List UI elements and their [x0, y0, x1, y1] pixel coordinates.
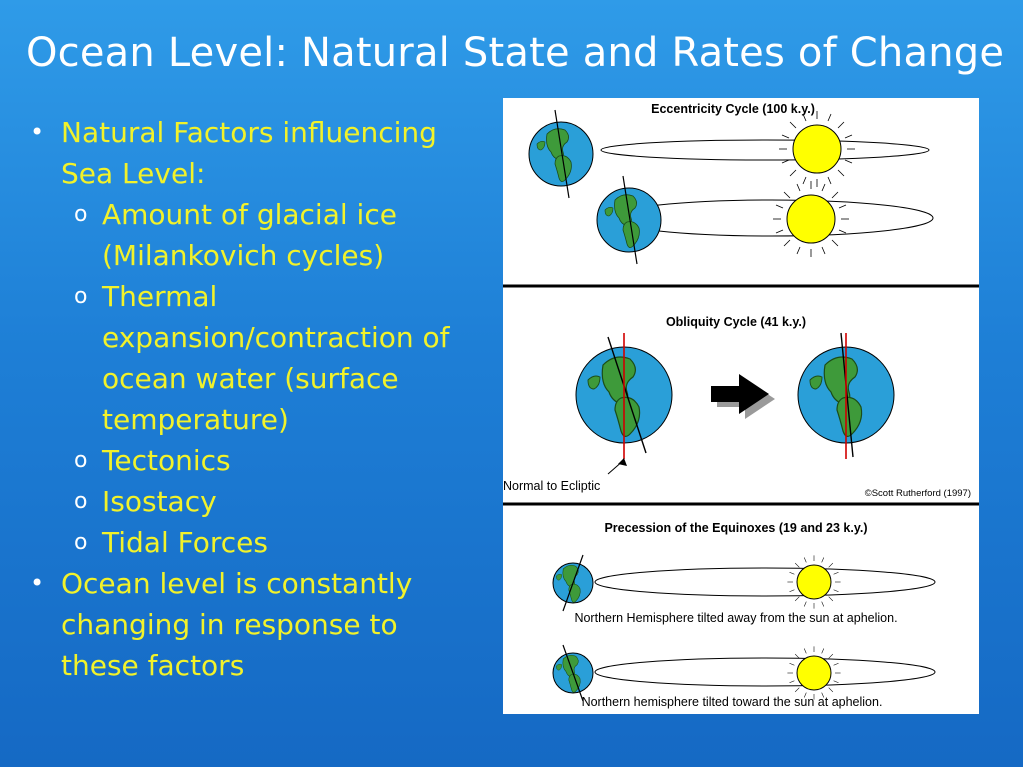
sub-bullet-item: o Thermal expansion/contraction of ocean…	[30, 276, 480, 440]
orbit-ellipse	[600, 139, 930, 161]
slide-title: Ocean Level: Natural State and Rates of …	[26, 30, 1005, 76]
sub-bullet-text: Tidal Forces	[102, 526, 268, 559]
arrow-right-icon	[711, 374, 775, 419]
sub-bullet-item: o Tectonics	[30, 440, 480, 481]
bullet-item: • Natural Factors influencing Sea Level:	[30, 112, 480, 194]
sub-bullet-marker: o	[74, 489, 88, 514]
eccentricity-panel: Eccentricity Cycle (100 k.y.)	[528, 102, 934, 265]
precession-title: Precession of the Equinoxes (19 and 23 k…	[604, 521, 867, 535]
sub-bullet-item: o Tidal Forces	[30, 522, 480, 563]
sub-bullet-item: o Isostacy	[30, 481, 480, 522]
sub-bullet-marker: o	[74, 448, 88, 473]
obliquity-panel: Obliquity Cycle (41 k.y.) Normal to Ecli…	[503, 315, 971, 499]
precession-caption-toward: Northern hemisphere tilted toward the su…	[582, 695, 883, 709]
milankovitch-figure: Eccentricity Cycle (100 k.y.)	[503, 98, 979, 714]
bullet-list: • Natural Factors influencing Sea Level:…	[30, 112, 480, 686]
sub-bullet-marker: o	[74, 202, 88, 227]
sun-icon	[778, 110, 856, 188]
eccentricity-title: Eccentricity Cycle (100 k.y.)	[651, 102, 815, 116]
bullet-text: Natural Factors influencing Sea Level:	[61, 116, 437, 190]
bullet-marker: •	[30, 569, 45, 597]
orbit-ellipse	[594, 567, 936, 597]
bullet-text: Ocean level is constantly changing in re…	[61, 567, 413, 682]
earth-icon	[552, 554, 594, 612]
sun-icon	[787, 646, 841, 700]
sub-bullet-text: Isostacy	[102, 485, 217, 518]
orbit-ellipse	[594, 657, 936, 687]
earth-icon	[797, 332, 895, 459]
bullet-marker: •	[30, 118, 45, 146]
precession-caption-away: Northern Hemisphere tilted away from the…	[574, 611, 897, 625]
sub-bullet-text: Thermal expansion/contraction of ocean w…	[102, 280, 450, 436]
earth-icon	[528, 109, 594, 199]
sun-icon	[787, 555, 841, 609]
earth-icon	[596, 175, 662, 265]
precession-panel: Precession of the Equinoxes (19 and 23 k…	[552, 521, 936, 709]
obliquity-title: Obliquity Cycle (41 k.y.)	[666, 315, 806, 329]
sub-bullet-marker: o	[74, 284, 88, 309]
sub-bullet-item: o Amount of glacial ice (Milankovich cyc…	[30, 194, 480, 276]
sub-bullet-text: Amount of glacial ice (Milankovich cycle…	[102, 198, 397, 272]
sun-icon	[772, 180, 850, 258]
sub-bullet-marker: o	[74, 530, 88, 555]
sub-bullet-text: Tectonics	[102, 444, 231, 477]
normal-to-ecliptic-label: Normal to Ecliptic	[503, 479, 600, 493]
earth-icon	[552, 644, 594, 702]
earth-icon	[575, 333, 673, 459]
bullet-item: • Ocean level is constantly changing in …	[30, 563, 480, 686]
copyright-label: ©Scott Rutherford (1997)	[865, 488, 971, 499]
